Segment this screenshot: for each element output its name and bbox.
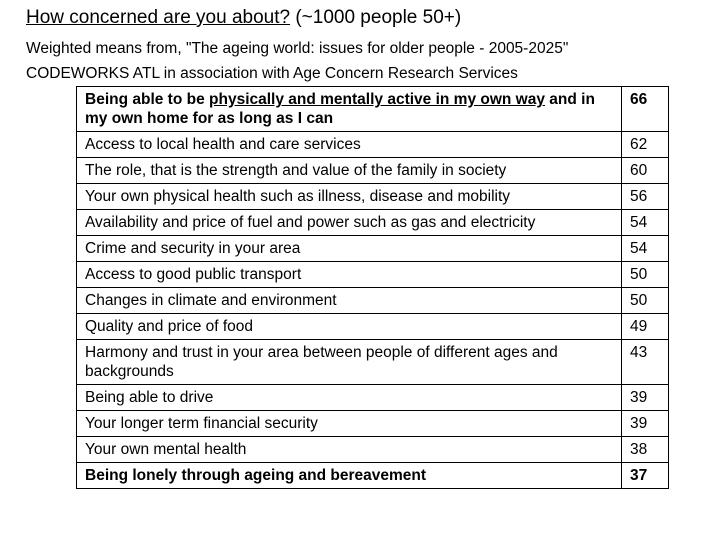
- concern-label: Crime and security in your area: [76, 235, 622, 262]
- concern-value: 54: [621, 209, 669, 236]
- table-row: Being lonely through ageing and bereavem…: [76, 462, 669, 489]
- concern-value: 54: [621, 235, 669, 262]
- page-title: How concerned are you about? (~1000 peop…: [26, 6, 461, 30]
- concern-label: Your own physical health such as illness…: [76, 183, 622, 210]
- concern-label: Quality and price of food: [76, 313, 622, 340]
- concern-label: Being lonely through ageing and bereavem…: [76, 462, 622, 489]
- concern-value: 66: [621, 86, 669, 132]
- concern-value: 39: [621, 384, 669, 411]
- concern-label: Your own mental health: [76, 436, 622, 463]
- concern-label: Changes in climate and environment: [76, 287, 622, 314]
- table-row: Being able to drive 39: [76, 384, 669, 411]
- subtitle-credit: CODEWORKS ATL in association with Age Co…: [26, 65, 518, 82]
- table-row: Your longer term financial security 39: [76, 410, 669, 437]
- title-suffix: (~1000 people 50+): [290, 7, 462, 28]
- concern-label: Being able to drive: [76, 384, 622, 411]
- table-row: The role, that is the strength and value…: [76, 157, 669, 184]
- concern-label: Availability and price of fuel and power…: [76, 209, 622, 236]
- concern-label: The role, that is the strength and value…: [76, 157, 622, 184]
- table-row: Changes in climate and environment 50: [76, 287, 669, 314]
- concern-value: 38: [621, 436, 669, 463]
- table-row: Quality and price of food 49: [76, 313, 669, 340]
- concern-value: 37: [621, 462, 669, 489]
- table-row: Being able to be physically and mentally…: [76, 86, 669, 132]
- table-row: Access to good public transport 50: [76, 261, 669, 288]
- concern-label: Access to local health and care services: [76, 131, 622, 158]
- concern-label: Your longer term financial security: [76, 410, 622, 437]
- table-row: Availability and price of fuel and power…: [76, 209, 669, 236]
- table-row: Your own physical health such as illness…: [76, 183, 669, 210]
- table-row: Crime and security in your area 54: [76, 235, 669, 262]
- concern-value: 56: [621, 183, 669, 210]
- concern-value: 50: [621, 287, 669, 314]
- concern-value: 43: [621, 339, 669, 385]
- concern-value: 39: [621, 410, 669, 437]
- concern-value: 49: [621, 313, 669, 340]
- table-row: Harmony and trust in your area between p…: [76, 339, 669, 385]
- concern-label: Harmony and trust in your area between p…: [76, 339, 622, 385]
- concern-label: Being able to be physically and mentally…: [76, 86, 622, 132]
- subtitle-source: Weighted means from, "The ageing world: …: [26, 40, 569, 57]
- title-main: How concerned are you about?: [26, 7, 291, 28]
- concern-value: 50: [621, 261, 669, 288]
- concerns-table: Being able to be physically and mentally…: [76, 86, 669, 489]
- table-row: Your own mental health 38: [76, 436, 669, 463]
- table-row: Access to local health and care services…: [76, 131, 669, 158]
- concern-label: Access to good public transport: [76, 261, 622, 288]
- concern-value: 60: [621, 157, 669, 184]
- concern-value: 62: [621, 131, 669, 158]
